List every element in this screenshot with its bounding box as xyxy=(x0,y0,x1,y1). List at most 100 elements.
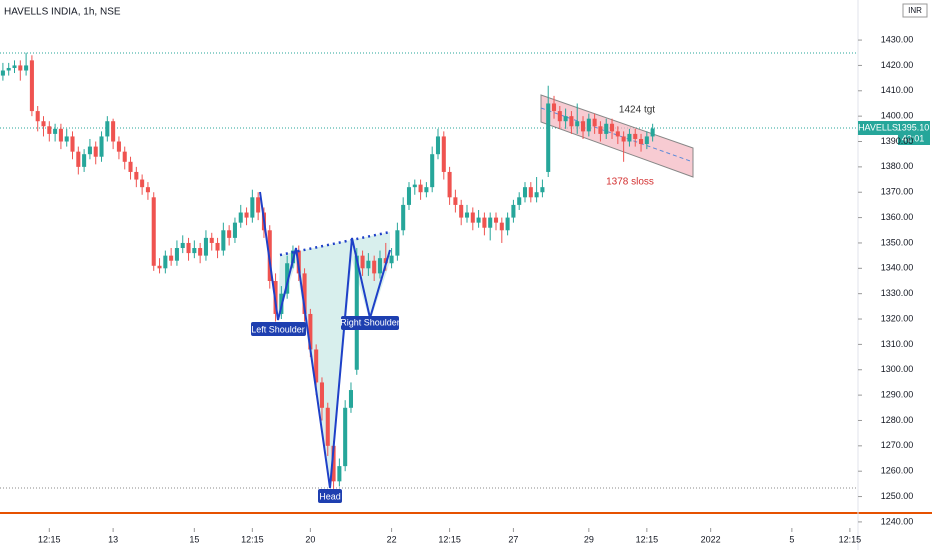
candle-body xyxy=(227,230,232,238)
x-tick-label: 15 xyxy=(189,534,199,544)
candle-body xyxy=(522,187,528,198)
candle-body xyxy=(47,126,52,134)
candle-body xyxy=(145,187,150,193)
background xyxy=(0,52,932,514)
candle-body xyxy=(551,103,557,112)
candle-body xyxy=(435,136,441,155)
candle-body xyxy=(29,60,34,112)
candle-body xyxy=(157,265,162,269)
y-tick-label: 1300.00 xyxy=(881,364,914,374)
x-tick-label: 22 xyxy=(387,534,397,544)
candle-body xyxy=(488,217,493,228)
candle-body xyxy=(575,121,580,127)
x-tick-label: 2022 xyxy=(701,534,721,544)
candle-body xyxy=(557,111,562,122)
candle-body xyxy=(0,70,5,76)
candle-body xyxy=(238,212,243,223)
candle-body xyxy=(540,187,545,193)
candle-body xyxy=(482,217,487,228)
candle-body xyxy=(35,111,40,122)
candle-body xyxy=(215,242,220,251)
candle-body xyxy=(366,260,371,269)
candle-body xyxy=(82,154,87,167)
candle-body xyxy=(93,146,98,157)
candle-body xyxy=(180,242,185,249)
y-tick-label: 1260.00 xyxy=(881,466,914,476)
candle-body xyxy=(424,187,429,193)
candle-body xyxy=(203,237,208,256)
candle-body xyxy=(58,128,63,142)
candle-body xyxy=(128,161,133,172)
candle-body xyxy=(169,255,174,261)
x-tick-label: 13 xyxy=(108,534,118,544)
x-tick-label: 12:15 xyxy=(38,534,61,544)
candle-body xyxy=(76,151,81,167)
y-tick-label: 1430.00 xyxy=(881,34,914,44)
candle-body xyxy=(6,67,11,71)
candle-body xyxy=(441,136,446,172)
candle-body xyxy=(377,258,383,274)
annotation: Head xyxy=(319,491,341,501)
x-tick-label: 12:15 xyxy=(839,534,862,544)
candle-body xyxy=(395,230,400,256)
y-tick-label: 1240.00 xyxy=(881,516,914,526)
candle-body xyxy=(563,116,568,122)
candle-body xyxy=(174,248,179,261)
candle-body xyxy=(105,121,110,137)
candle-body xyxy=(644,136,649,145)
candle-body xyxy=(221,230,226,251)
candle-body xyxy=(412,184,417,188)
candle-body xyxy=(319,382,324,408)
y-tick-label: 1390.00 xyxy=(881,136,914,146)
candle-body xyxy=(256,197,261,213)
candle-body xyxy=(546,103,551,172)
x-tick-label: 29 xyxy=(584,534,594,544)
candle-body xyxy=(430,154,435,188)
candle-body xyxy=(418,184,423,193)
candle-body xyxy=(499,222,504,231)
candle-body xyxy=(459,204,464,218)
candle-body xyxy=(111,121,116,142)
annotation: 1424 tgt xyxy=(619,105,655,116)
annotations: Left Shoulder Head Right Shoulder 1424 t… xyxy=(4,0,930,550)
candle-body xyxy=(151,197,156,266)
candle-body xyxy=(337,466,342,482)
candle-body xyxy=(348,390,354,408)
symbol-tag xyxy=(858,121,898,135)
candle-body xyxy=(314,349,319,383)
candle-body xyxy=(140,179,145,188)
candle-body xyxy=(87,146,92,155)
candle-body xyxy=(528,187,533,198)
y-tick-label: 1250.00 xyxy=(881,491,914,501)
x-tick-label: 12:15 xyxy=(241,534,264,544)
candle-body xyxy=(534,192,539,198)
currency-box xyxy=(902,3,928,18)
candle-body xyxy=(99,136,104,157)
annotation: 1378 sloss xyxy=(606,177,654,188)
candle-body xyxy=(592,118,597,127)
y-tick-label: 1340.00 xyxy=(881,263,914,273)
candle-body xyxy=(134,171,139,180)
y-tick-label: 1420.00 xyxy=(881,60,914,70)
candle-body xyxy=(302,273,307,314)
annotation: Right Shoulder xyxy=(340,317,400,327)
label-box xyxy=(318,489,342,503)
y-tick-label: 1380.00 xyxy=(881,161,914,171)
annotation: Left Shoulder xyxy=(251,324,305,334)
y-tick-label: 1330.00 xyxy=(881,288,914,298)
candle-body xyxy=(453,197,458,205)
candle-body xyxy=(406,187,412,205)
y-tick-label: 1410.00 xyxy=(881,85,914,95)
candle-body xyxy=(331,445,336,482)
candle-body xyxy=(285,263,290,294)
x-tick-label: 20 xyxy=(305,534,315,544)
candle-body xyxy=(325,407,330,446)
candle-body xyxy=(383,258,388,264)
candle-body xyxy=(389,255,394,264)
label-box xyxy=(341,316,399,330)
candle-body xyxy=(401,204,406,231)
candle-body xyxy=(464,212,470,218)
candle-body xyxy=(615,131,620,137)
candle-body xyxy=(354,255,359,370)
